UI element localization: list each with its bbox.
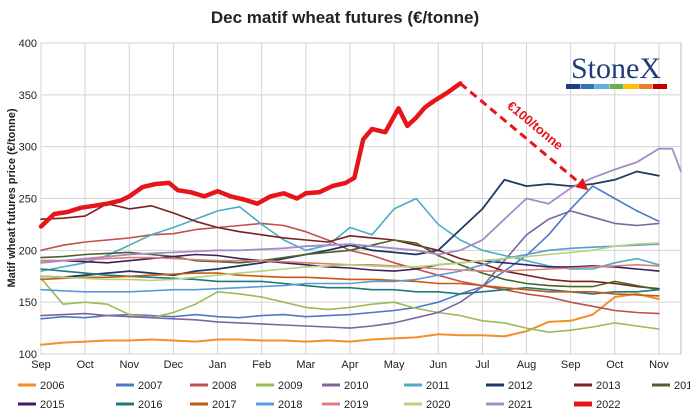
stonex-logo: StoneX (566, 52, 667, 89)
x-tick-label: Nov (649, 359, 669, 371)
y-tick-label: 250 (19, 194, 37, 206)
logo-bar-segment (610, 84, 624, 89)
x-tick-labels: Sep Oct Nov Dec Jan Feb Mar Apr May Jun Jul Aug Sep O… (31, 359, 669, 371)
legend-label-2014: 2014 (674, 380, 690, 392)
x-tick-label: Oct (606, 359, 623, 371)
logo-bar-segment (566, 84, 580, 89)
legend-label-2022: 2022 (596, 399, 620, 411)
logo-bar-segment (595, 84, 609, 89)
x-tick-label: Jan (209, 359, 227, 371)
legend-label-2016: 2016 (138, 399, 162, 411)
legend-label-2008: 2008 (212, 380, 236, 392)
x-tick-label: Dec (164, 359, 184, 371)
x-tick-label: Sep (31, 359, 51, 371)
legend-label-2006: 2006 (40, 380, 64, 392)
y-axis-title: Matif wheat futures price (€/tonne) (6, 108, 18, 287)
legend-label-2013: 2013 (596, 380, 620, 392)
legend-label-2007: 2007 (138, 380, 162, 392)
x-tick-label: Feb (252, 359, 271, 371)
x-tick-label: Oct (77, 359, 94, 371)
legend: 2006 2007 2008 2009 2010 2011 2012 2013 2014 2015… (18, 380, 690, 411)
y-tick-label: 350 (19, 90, 37, 102)
legend-label-2010: 2010 (344, 380, 368, 392)
x-tick-label: Jun (429, 359, 447, 371)
legend-label-2009: 2009 (278, 380, 302, 392)
logo-wordmark: StoneX (571, 52, 661, 85)
y-tick-label: 200 (19, 245, 37, 257)
logo-bar-segment (639, 84, 653, 89)
x-tick-label: Jul (475, 359, 489, 371)
legend-label-2011: 2011 (426, 380, 450, 392)
legend-label-2017: 2017 (212, 399, 236, 411)
logo-bar-segment (653, 84, 667, 89)
legend-label-2020: 2020 (426, 399, 450, 411)
legend-label-2012: 2012 (508, 380, 532, 392)
logo-bar-segment (581, 84, 595, 89)
y-tick-label: 150 (19, 297, 37, 309)
logo-bar-segment (624, 84, 638, 89)
x-tick-label: Aug (517, 359, 537, 371)
y-tick-label: 400 (19, 38, 37, 50)
x-tick-label: Sep (561, 359, 581, 371)
legend-label-2015: 2015 (40, 399, 64, 411)
legend-label-2021: 2021 (508, 399, 532, 411)
x-tick-label: Apr (341, 359, 358, 371)
y-tick-label: 300 (19, 142, 37, 154)
x-tick-label: Mar (296, 359, 315, 371)
legend-label-2019: 2019 (344, 399, 368, 411)
x-tick-label: Nov (119, 359, 139, 371)
x-tick-label: May (384, 359, 405, 371)
logo-color-bar (566, 84, 667, 89)
legend-label-2018: 2018 (278, 399, 302, 411)
